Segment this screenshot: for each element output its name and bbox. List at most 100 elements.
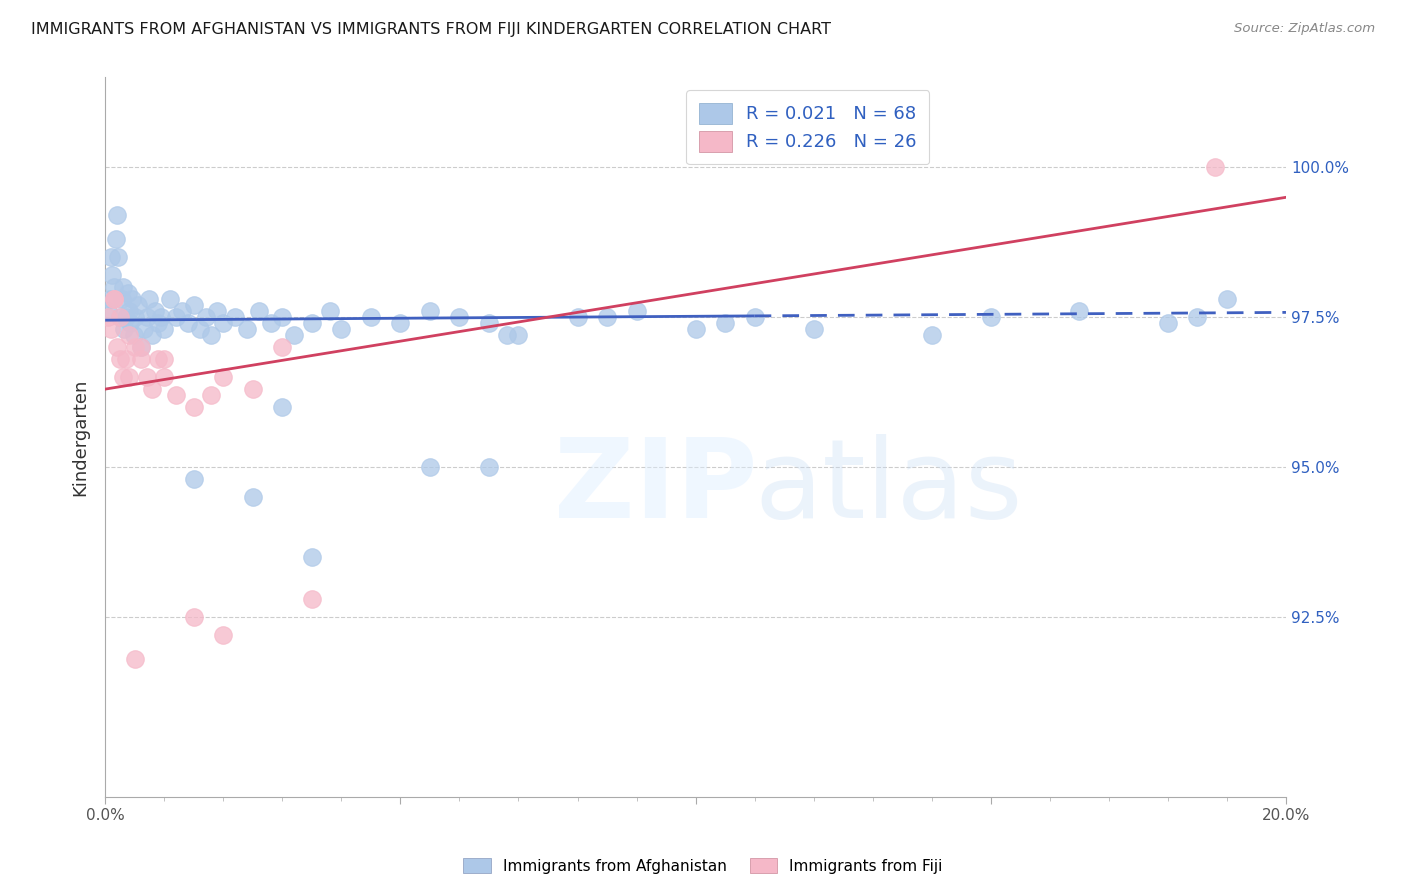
Point [419,460,441,475]
Point [105,340,128,354]
Point [108,310,131,325]
Point [212,628,235,642]
Text: Source: ZipAtlas.com: Source: ZipAtlas.com [1234,22,1375,36]
Text: IMMIGRANTS FROM AFGHANISTAN VS IMMIGRANTS FROM FIJI KINDERGARTEN CORRELATION CHA: IMMIGRANTS FROM AFGHANISTAN VS IMMIGRANT… [31,22,831,37]
Point [115,310,138,325]
Point [108,352,131,367]
Point [103,292,125,306]
Point [138,292,160,306]
Point [124,340,146,354]
Point [124,310,146,325]
Point [318,304,340,318]
Point [129,340,152,354]
Point [103,280,125,294]
Point [1157,316,1180,330]
Point [170,304,193,318]
Point [224,310,246,325]
Point [183,472,205,486]
Point [118,370,141,384]
Point [135,370,157,384]
Point [100,250,122,264]
Point [301,591,323,606]
Point [283,328,305,343]
Point [508,328,530,343]
Point [124,652,146,666]
Point [165,310,187,325]
Point [145,304,167,318]
Point [212,316,235,330]
Legend: Immigrants from Afghanistan, Immigrants from Fiji: Immigrants from Afghanistan, Immigrants … [457,852,949,880]
Point [112,322,135,336]
Point [135,310,157,325]
Text: ZIP: ZIP [554,434,758,541]
Point [98,292,121,306]
Point [1216,292,1239,306]
Point [478,316,501,330]
Point [419,304,441,318]
Point [803,322,825,336]
Point [330,322,353,336]
Point [200,388,222,402]
Point [118,328,141,343]
Point [118,316,141,330]
Point [242,490,264,504]
Point [148,352,170,367]
Point [714,316,737,330]
Point [129,340,152,354]
Point [271,310,294,325]
Point [111,292,134,306]
Point [122,328,145,343]
Point [111,370,134,384]
Point [200,328,222,343]
Point [105,208,128,222]
Point [108,310,131,325]
Point [104,232,127,246]
Point [188,322,211,336]
Legend: R = 0.021   N = 68, R = 0.226   N = 26: R = 0.021 N = 68, R = 0.226 N = 26 [686,90,929,164]
Text: atlas: atlas [755,434,1024,541]
Point [117,286,139,301]
Point [132,322,155,336]
Point [1187,310,1209,325]
Point [183,298,205,312]
Point [97,310,120,325]
Point [129,352,152,367]
Point [744,310,766,325]
Point [478,460,501,475]
Point [194,310,217,325]
Point [153,322,176,336]
Point [118,304,141,318]
Point [247,304,270,318]
Point [495,328,517,343]
Point [389,316,412,330]
Point [259,316,281,330]
Point [626,304,648,318]
Point [153,352,176,367]
Point [360,310,382,325]
Point [301,549,323,564]
Point [97,304,120,318]
Point [101,268,124,283]
Point [121,292,143,306]
Point [150,310,173,325]
Point [177,316,200,330]
Point [685,322,707,336]
Point [1069,304,1091,318]
Point [111,280,134,294]
Point [271,400,294,414]
Point [301,316,323,330]
Point [271,340,294,354]
Point [980,310,1002,325]
Point [159,292,181,306]
Point [100,322,122,336]
Point [165,388,187,402]
Point [207,304,229,318]
Point [596,310,619,325]
Y-axis label: Kindergarten: Kindergarten [72,378,89,496]
Point [212,370,235,384]
Point [148,316,170,330]
Point [921,328,943,343]
Point [449,310,471,325]
Point [127,298,149,312]
Point [183,400,205,414]
